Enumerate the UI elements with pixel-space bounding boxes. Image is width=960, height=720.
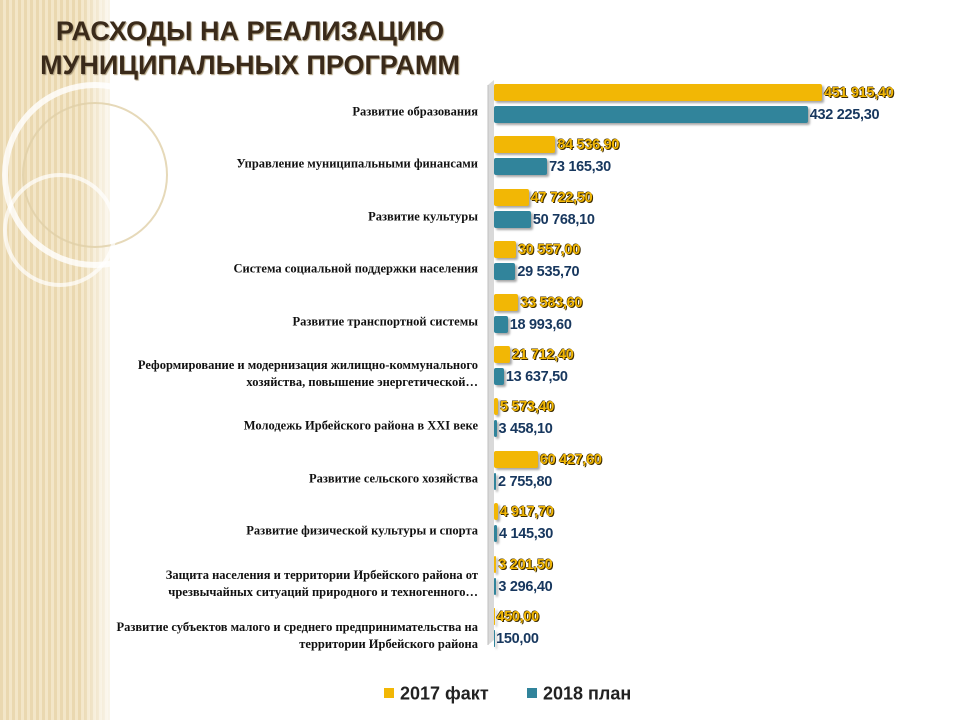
value-label: 451 915,40 xyxy=(824,85,894,101)
bar xyxy=(494,136,556,154)
value-label: 47 722,50 xyxy=(530,189,593,206)
legend-swatch xyxy=(527,688,537,698)
value-label: 13 637,50 xyxy=(505,369,568,385)
bar xyxy=(494,84,822,101)
bar xyxy=(494,263,516,281)
bar xyxy=(494,503,498,521)
bar xyxy=(494,398,499,416)
category-label: Система социальной поддержки населения xyxy=(233,261,479,276)
legend-label: 2017 факт xyxy=(400,683,489,704)
value-label: 5 573,40 xyxy=(500,399,555,416)
value-label: 29 535,70 xyxy=(517,264,580,281)
value-label: 4 145,30 xyxy=(499,526,554,543)
category-label: Молодежь Ирбейского района в XXI веке xyxy=(243,418,478,433)
value-label: 50 768,10 xyxy=(532,211,595,228)
bar xyxy=(494,241,517,259)
bar xyxy=(494,158,548,176)
value-label: 21 712,40 xyxy=(511,347,574,363)
category-label: Реформирование и модернизация жилищно-ко… xyxy=(137,358,478,389)
category-label: Защита населения и территории Ирбейского… xyxy=(165,567,478,599)
value-label: 3 296,40 xyxy=(498,578,553,595)
bar xyxy=(494,630,495,647)
bar xyxy=(494,315,508,333)
bar xyxy=(494,555,497,573)
value-label: 2 755,80 xyxy=(498,473,553,490)
category-label: Развитие транспортной системы xyxy=(292,314,478,329)
value-label: 3 458,10 xyxy=(498,421,553,438)
bar xyxy=(494,608,495,625)
value-label: 3 201,50 xyxy=(498,556,553,573)
value-label: 4 917,70 xyxy=(499,504,554,521)
value-label: 450,00 xyxy=(496,609,539,625)
value-label: 33 583,60 xyxy=(520,294,583,311)
bar xyxy=(494,525,497,543)
bar xyxy=(494,293,519,311)
category-label: Управление муниципальными финансами xyxy=(236,156,478,171)
category-label: Развитие образования xyxy=(352,104,478,119)
category-label: Развитие субъектов малого и среднего пре… xyxy=(116,620,478,651)
bar xyxy=(494,450,538,468)
bar xyxy=(494,106,808,123)
bar xyxy=(494,346,510,363)
category-label: Развитие сельского хозяйства xyxy=(308,471,478,486)
bar xyxy=(494,188,529,206)
chart-title: РАСХОДЫ НА РЕАЛИЗАЦИЮ МУНИЦИПАЛЬНЫХ ПРОГ… xyxy=(40,16,460,80)
legend-swatch xyxy=(384,688,394,698)
legend-label: 2018 план xyxy=(543,683,632,704)
value-label: 30 557,00 xyxy=(518,242,580,259)
category-label: Развитие физической культуры и спорта xyxy=(246,523,478,538)
value-label: 18 993,60 xyxy=(509,316,572,333)
value-label: 60 427,60 xyxy=(539,451,602,468)
value-label: 432 225,30 xyxy=(809,107,880,123)
value-label: 73 165,30 xyxy=(549,159,611,176)
value-label: 150,00 xyxy=(496,631,539,647)
bar xyxy=(494,472,496,490)
value-label: 84 536,90 xyxy=(557,137,620,154)
bar xyxy=(494,368,504,385)
bar xyxy=(494,210,531,228)
bar xyxy=(494,577,497,595)
category-label: Развитие культуры xyxy=(368,209,478,224)
bar xyxy=(494,420,497,438)
